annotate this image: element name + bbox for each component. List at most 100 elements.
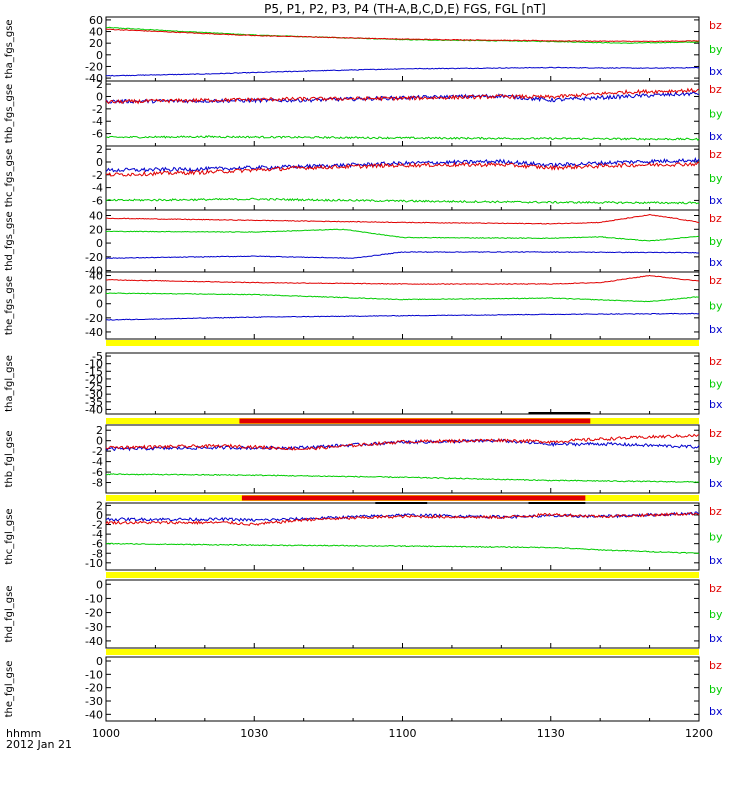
panel-thb-fgl-gse: 20-2-4-6-8 thb_fgl_gse bz by bx xyxy=(4,424,723,494)
y-tick-label: -15 xyxy=(85,365,103,378)
y-tick-label: 0 xyxy=(96,655,103,668)
y-tick-label: -40 xyxy=(85,635,103,648)
component-label-bx: bx xyxy=(709,256,723,269)
y-tick-label: 0 xyxy=(96,49,103,62)
flag-segment-flag_red xyxy=(239,418,591,424)
y-tick-label: 0 xyxy=(96,298,103,311)
y-tick-label: -8 xyxy=(92,547,103,560)
component-label-by: by xyxy=(709,108,723,121)
panel-frame xyxy=(105,352,700,415)
component-label-by: by xyxy=(709,172,723,185)
panel-frame xyxy=(105,424,700,494)
y-tick-label: -10 xyxy=(85,557,103,570)
component-label-bx: bx xyxy=(709,194,723,207)
component-label-bz: bz xyxy=(709,83,722,96)
component-label-by: by xyxy=(709,531,723,544)
y-tick-label: 0 xyxy=(96,578,103,591)
panel-frame xyxy=(105,80,700,147)
y-tick-label: -2 xyxy=(92,519,103,532)
y-tick-label: -10 xyxy=(85,592,103,605)
component-label-bz: bz xyxy=(709,582,722,595)
component-label-bz: bz xyxy=(709,212,722,225)
y-tick-label: -2 xyxy=(92,103,103,116)
panel-ylabel: the_fgl_gse xyxy=(4,661,15,718)
flag-segment-flag_yellow xyxy=(106,649,699,655)
panel-ylabel: the_fgs_gse xyxy=(4,276,15,335)
component-label-bz: bz xyxy=(709,659,722,672)
y-tick-label: -30 xyxy=(85,621,103,634)
y-tick-label: -40 xyxy=(85,403,103,416)
flag-bar xyxy=(106,340,699,346)
y-tick-label: -10 xyxy=(85,668,103,681)
component-label-bx: bx xyxy=(709,554,723,567)
y-tick-label: -5 xyxy=(92,350,103,363)
y-tick-label: -40 xyxy=(85,265,103,278)
panel-ylabel: thc_fgs_gse xyxy=(4,149,15,208)
component-label-by: by xyxy=(709,683,723,696)
y-tick-label: 20 xyxy=(89,37,103,50)
series-line-by xyxy=(105,197,700,205)
y-tick-label: 0 xyxy=(96,509,103,522)
series-line-by xyxy=(105,542,700,554)
y-tick-label: -40 xyxy=(85,326,103,339)
panel-thb-fgs-gse: 20-2-4-6 thb_fgs_gse bz by bx xyxy=(4,78,723,147)
series-line-bx xyxy=(105,438,700,452)
x-tick-label: 1130 xyxy=(537,727,565,740)
y-tick-label: -20 xyxy=(85,312,103,325)
y-tick-label: -20 xyxy=(85,607,103,620)
panel-thd-fgl-gse: 0-10 -20-30-40 thd_fgl_gse bz by bx xyxy=(4,578,723,649)
panel-thc-fgl-gse: 20-2-4-6-8-10 thc_fgl_gse bz by bx xyxy=(4,499,723,571)
x-tick-label: 1000 xyxy=(92,727,120,740)
y-tick-label: -4 xyxy=(92,182,103,195)
component-label-bz: bz xyxy=(709,427,722,440)
flag-bar xyxy=(106,412,699,424)
time-axis-label: hhmm xyxy=(6,727,41,740)
component-label-bx: bx xyxy=(709,398,723,411)
y-tick-label: 2 xyxy=(96,143,103,156)
component-label-by: by xyxy=(709,608,723,621)
y-tick-label: -10 xyxy=(85,358,103,371)
y-tick-label: -6 xyxy=(92,128,103,141)
component-label-bx: bx xyxy=(709,130,723,143)
series-line-bz xyxy=(105,28,700,43)
series-line-bz xyxy=(105,433,700,451)
y-tick-label: -30 xyxy=(85,695,103,708)
panel-thc-fgs-gse: 20-2-4-6 thc_fgs_gse bz by bx xyxy=(4,143,723,211)
component-label-bx: bx xyxy=(709,632,723,645)
component-label-bx: bx xyxy=(709,477,723,490)
y-tick-label: -25 xyxy=(85,381,103,394)
component-label-by: by xyxy=(709,235,723,248)
component-label-by: by xyxy=(709,300,723,313)
panel-ylabel: thd_fgs_gse xyxy=(4,211,15,270)
series-line-bx xyxy=(105,312,700,321)
y-tick-label: -6 xyxy=(92,538,103,551)
y-tick-label: 40 xyxy=(89,26,103,39)
component-label-by: by xyxy=(709,453,723,466)
figure-title: P5, P1, P2, P3, P4 (TH-A,B,C,D,E) FGS, F… xyxy=(264,2,546,16)
component-label-by: by xyxy=(709,378,723,391)
y-tick-label: -2 xyxy=(92,445,103,458)
component-label-bz: bz xyxy=(709,19,722,32)
y-tick-label: -4 xyxy=(92,115,103,128)
y-tick-label: -20 xyxy=(85,373,103,386)
y-tick-label: 0 xyxy=(96,237,103,250)
component-label-bx: bx xyxy=(709,65,723,78)
y-tick-label: -30 xyxy=(85,388,103,401)
panel-ylabel: thb_fgl_gse xyxy=(4,431,15,488)
y-tick-label: -4 xyxy=(92,528,103,541)
x-tick-label: 1200 xyxy=(685,727,713,740)
y-tick-label: -40 xyxy=(85,708,103,721)
flag-segment-flag_red xyxy=(241,495,586,501)
flag-bar xyxy=(106,495,699,504)
flag-segment-flag_black xyxy=(375,502,428,504)
y-tick-label: 2 xyxy=(96,499,103,512)
flag-segment-flag_yellow xyxy=(106,572,699,578)
y-tick-label: -4 xyxy=(92,456,103,469)
y-tick-label: -35 xyxy=(85,396,103,409)
panel-frame xyxy=(105,16,700,82)
y-tick-label: -6 xyxy=(92,194,103,207)
